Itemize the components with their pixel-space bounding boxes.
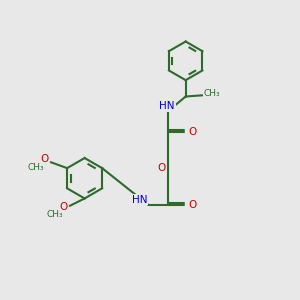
Text: CH₃: CH₃: [28, 163, 44, 172]
Text: CH₃: CH₃: [203, 89, 220, 98]
Text: O: O: [157, 163, 165, 173]
Text: HN: HN: [160, 101, 175, 111]
Text: HN: HN: [132, 195, 148, 205]
Text: O: O: [59, 202, 67, 212]
Text: O: O: [188, 127, 196, 137]
Text: O: O: [188, 200, 196, 210]
Text: O: O: [40, 154, 48, 164]
Text: CH₃: CH₃: [46, 210, 63, 219]
